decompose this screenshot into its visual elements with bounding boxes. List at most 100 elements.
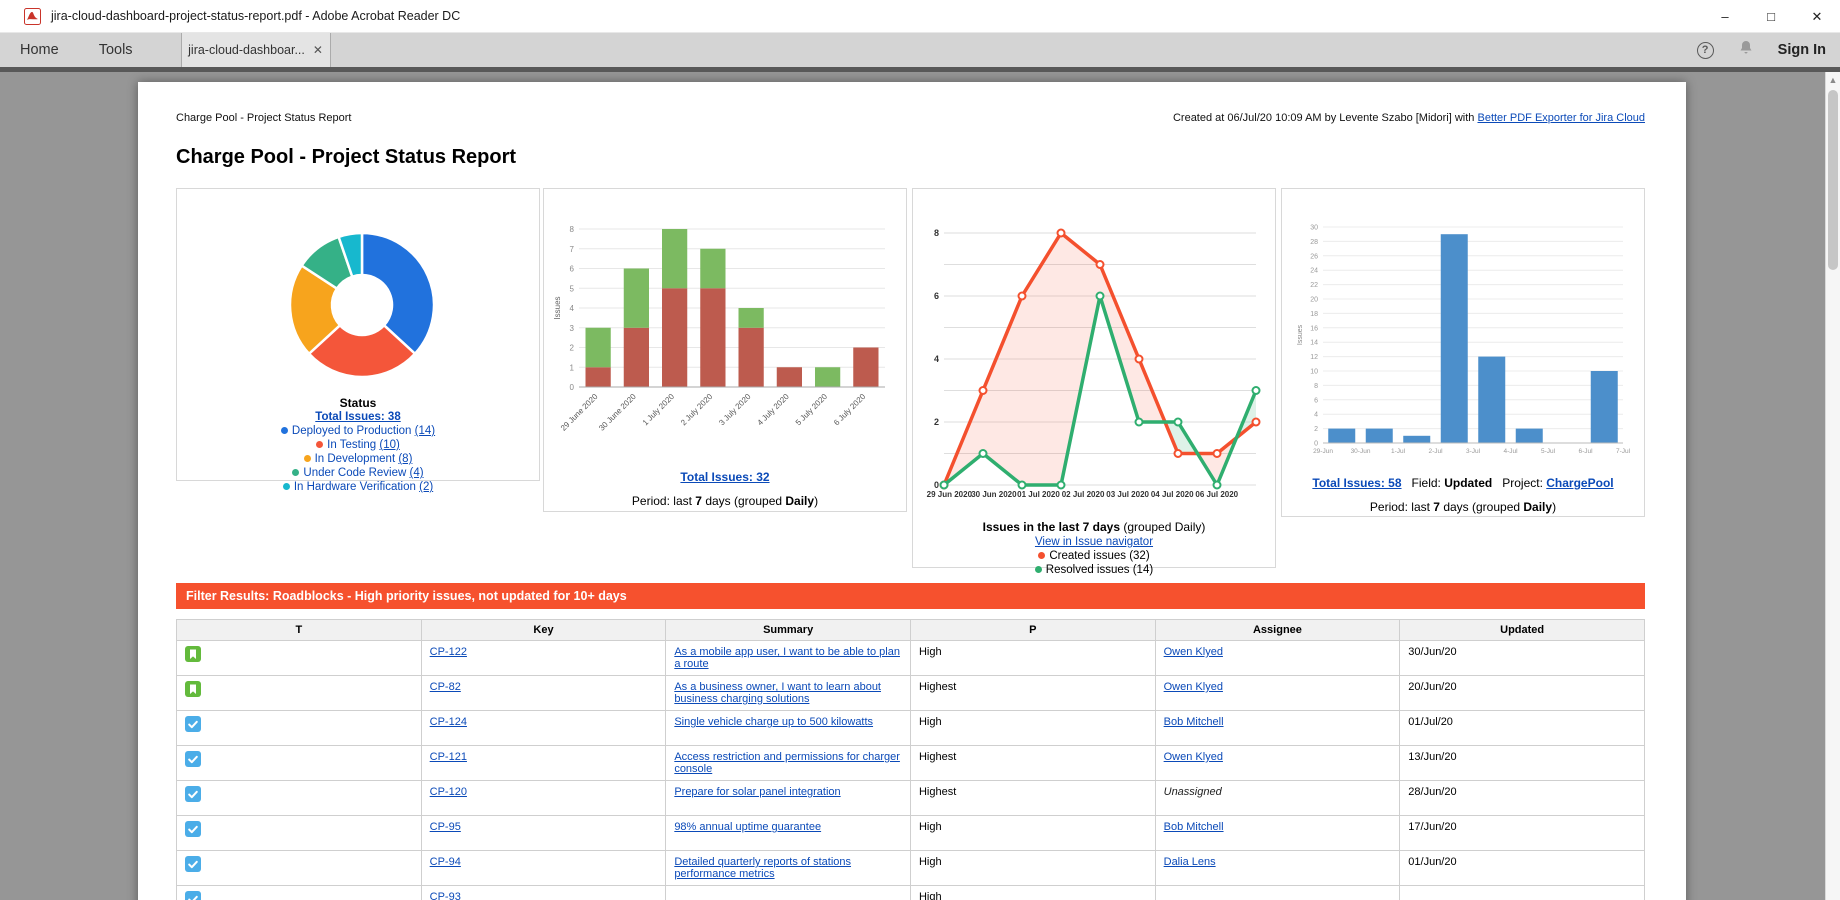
svg-text:8: 8 [1314,383,1318,390]
panel-pie-header: Pie Chart: In Progress Issues [186,194,360,208]
story-icon [185,646,201,662]
assignee-link[interactable]: Bob Mitchell [1163,821,1224,833]
svg-text:2-Jul: 2-Jul [1428,448,1443,455]
issue-updated-date: 01/Jul/20 [1399,710,1645,746]
svg-text:6-Jul: 6-Jul [1578,448,1593,455]
panel-time-since-header: Time Since Chart: ChargePool [1291,194,1471,208]
pie-legend-item[interactable]: Deployed to Production (14) [177,424,539,438]
svg-text:Issues: Issues [1297,324,1304,345]
window-titlebar: jira-cloud-dashboard-project-status-repo… [0,0,1840,33]
issue-summary-link[interactable]: As a mobile app user, I want to be able … [674,646,900,670]
stacked-bar-segment [776,367,802,387]
svg-text:2 July 2020: 2 July 2020 [679,392,715,428]
issue-row-CP-82: CP-82 As a business owner, I want to lear… [176,675,1645,711]
issue-row-CP-124: CP-124 Single vehicle charge up to 500 ki… [176,710,1645,746]
issue-priority: Highest [909,780,1156,816]
recent-period-text: Period: last 7 days (grouped Daily) [631,494,819,508]
panel-created-vs-resolved: Created vs. Resolved Chart: Charge Pool … [912,188,1276,576]
issue-summary-link[interactable]: Prepare for solar panel integration [674,786,841,798]
stacked-bar-segment [585,367,611,387]
pie-legend: Status Total Issues: 38 Deployed to Prod… [177,396,539,494]
pie-legend-item[interactable]: In Development (8) [177,452,539,466]
pie-legend-item[interactable]: Under Code Review (4) [177,466,539,480]
issue-priority: High [909,640,1156,676]
issue-key-link[interactable]: CP-122 [429,646,467,658]
tab-tools[interactable]: Tools [98,42,133,58]
resolved-series-label: Resolved issues (14) [1045,564,1154,576]
legend-dot [280,427,288,434]
tab-home[interactable]: Home [20,42,59,58]
assignee-link[interactable]: Owen Klyed [1163,751,1223,763]
assignee-link[interactable]: Dalia Lens [1163,856,1216,868]
issue-summary-link[interactable]: Access restriction and permissions for c… [674,751,900,775]
issue-updated-date: 30/Jun/20 [1399,640,1645,676]
svg-text:6: 6 [1314,397,1318,404]
svg-text:6: 6 [570,265,575,274]
pie-total-link[interactable]: Total Issues: 38 [315,411,401,423]
assignee-link[interactable]: Owen Klyed [1163,646,1223,658]
tab-close-icon[interactable]: ✕ [312,43,323,57]
recent-total-link[interactable]: Total Issues: 32 [680,470,770,484]
maximize-button[interactable]: □ [1767,9,1775,24]
svg-text:26: 26 [1310,253,1318,260]
svg-text:7-Jul: 7-Jul [1616,448,1631,455]
help-icon[interactable]: ? [1696,41,1714,59]
assignee-link[interactable]: Owen Klyed [1163,681,1223,693]
stacked-bar-segment [700,288,726,387]
scrollbar-thumb[interactable] [1828,90,1838,270]
issue-key-link[interactable]: CP-95 [429,821,461,833]
svg-text:Issues: Issues [553,296,562,319]
legend-dot [292,469,300,476]
time-since-bar [1440,234,1468,443]
tab-document[interactable]: jira-cloud-dashboar... ✕ [180,33,331,67]
pie-legend-item[interactable]: In Testing (10) [177,438,539,452]
filter-results-header: Filter Results: Roadblocks - High priori… [176,583,1645,609]
better-pdf-exporter-link[interactable]: Better PDF Exporter for Jira Cloud [1477,112,1645,124]
column-header-p: P [909,619,1156,641]
acrobat-app-icon [24,7,41,25]
task-icon [185,716,201,732]
svg-text:4: 4 [934,354,939,364]
stacked-bar-segment [738,327,764,387]
sign-in-button[interactable]: Sign In [1777,42,1826,58]
issue-summary-link[interactable]: Detailed quarterly reports of stations p… [674,856,852,880]
project-chargepool-link[interactable]: ChargePool [1546,476,1614,490]
close-button[interactable]: ✕ [1811,8,1823,24]
svg-text:29-Jun: 29-Jun [1313,448,1333,455]
issue-priority: High [909,850,1156,886]
svg-text:2: 2 [1314,426,1318,433]
scrollbar-up-arrow[interactable]: ▲ [1828,74,1838,85]
vertical-scrollbar[interactable]: ▲ [1825,72,1840,900]
panel-recently-created-header: Recently Created Chart: Filter for CP bo… [553,194,809,208]
svg-text:29 June 2020: 29 June 2020 [559,392,600,433]
svg-text:3: 3 [570,324,575,333]
view-in-issue-navigator-link[interactable]: View in Issue navigator [1034,536,1154,548]
issue-key-link[interactable]: CP-124 [429,716,467,728]
issue-summary-link[interactable]: As a business owner, I want to learn abo… [674,681,881,705]
issue-summary-link[interactable]: Single vehicle charge up to 500 kilowatt… [674,716,874,728]
issue-key-link[interactable]: CP-82 [429,681,461,693]
issue-updated-date [1399,885,1645,900]
column-header-key: Key [420,619,667,641]
minimize-button[interactable]: – [1721,9,1729,24]
issue-priority: High [909,885,1156,900]
issue-key-link[interactable]: CP-93 [429,891,461,900]
svg-text:1: 1 [570,363,575,372]
pdf-header-left: Charge Pool - Project Status Report [176,112,352,124]
bell-icon[interactable] [1738,39,1754,61]
svg-text:30: 30 [1310,225,1318,232]
donut-slice-in-hardware-verification [336,231,363,279]
pdf-viewer: Charge Pool - Project Status Report Crea… [0,72,1840,900]
issue-key-link[interactable]: CP-120 [429,786,467,798]
issue-key-link[interactable]: CP-121 [429,751,467,763]
time-since-bar [1515,428,1543,443]
timesince-total-link[interactable]: Total Issues: 58 [1312,476,1402,490]
svg-text:4-Jul: 4-Jul [1503,448,1518,455]
pie-legend-item[interactable]: In Hardware Verification (2) [177,480,539,494]
donut-slice-deployed-to-production [360,231,435,356]
issue-key-link[interactable]: CP-94 [429,856,461,868]
issue-summary-link[interactable]: 98% annual uptime guarantee [674,821,822,833]
assignee-link[interactable]: Bob Mitchell [1163,716,1224,728]
